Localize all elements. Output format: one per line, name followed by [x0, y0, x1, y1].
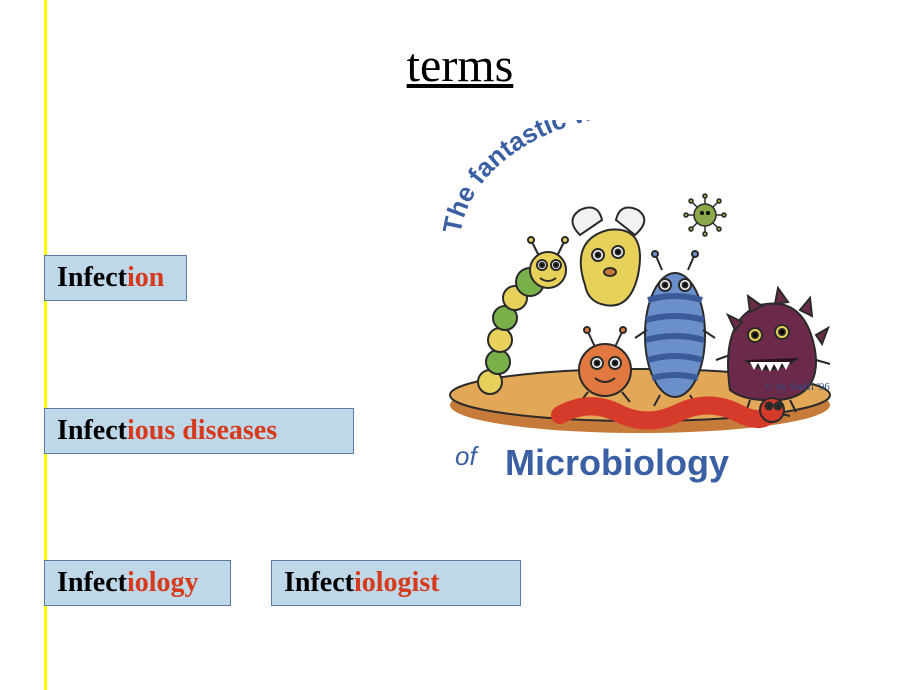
term-suffix: iology: [127, 567, 199, 598]
illustration-signature: © by Steffi '96: [765, 381, 830, 393]
term-root: Infect: [57, 415, 127, 446]
of-text: of: [455, 441, 479, 471]
arc-text: The fantastic world: [437, 120, 644, 236]
term-suffix: ious diseases: [127, 415, 277, 446]
term-root: Infect: [57, 262, 127, 293]
microbiology-illustration: The fantastic world: [430, 120, 870, 520]
term-suffix: iologist: [354, 567, 440, 598]
flying-bean-character: [573, 208, 645, 306]
term-root: Infect: [57, 567, 127, 598]
term-root: Infect: [284, 567, 354, 598]
bottom-text: Microbiology: [505, 442, 729, 483]
term-box-1: Infectious diseases: [44, 408, 354, 454]
page-title: terms: [0, 38, 920, 93]
term-box-0: Infection: [44, 255, 187, 301]
green-virus-icon: [684, 194, 726, 236]
term-suffix: ion: [127, 262, 164, 293]
term-box-2: Infectiology: [44, 560, 231, 606]
worm-character: [478, 237, 568, 394]
term-box-3: Infectiologist: [271, 560, 521, 606]
